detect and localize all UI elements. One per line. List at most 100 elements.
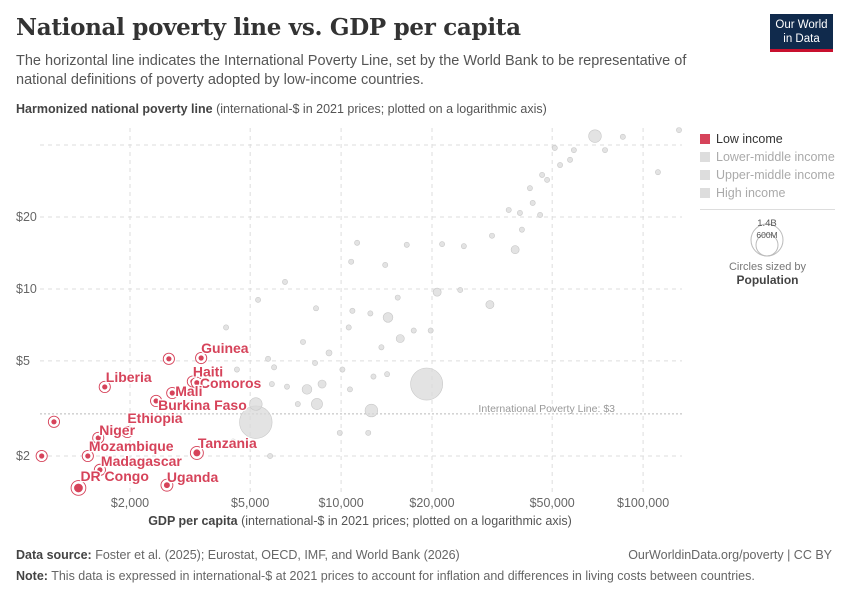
data-point-other xyxy=(551,145,558,151)
x-tick-label: $100,000 xyxy=(617,496,669,510)
data-point-low-income xyxy=(39,453,45,459)
data-point-other xyxy=(336,429,343,436)
data-point-other xyxy=(312,360,318,366)
data-point-other xyxy=(395,334,405,343)
poverty-line-label: International Poverty Line: $3 xyxy=(478,403,615,415)
data-point-other xyxy=(410,327,417,334)
y-tick-label: $2 xyxy=(16,449,30,463)
data-point-other xyxy=(354,239,361,246)
data-point-other xyxy=(370,373,377,380)
source-link[interactable]: OurWorldinData.org/poverty | CC BY xyxy=(628,548,832,562)
data-point-other xyxy=(485,300,495,309)
legend-swatch xyxy=(700,152,710,162)
data-point-other xyxy=(301,384,313,395)
owid-logo[interactable]: Our World in Data xyxy=(770,14,833,52)
legend-swatch xyxy=(700,134,710,144)
data-source: Data source: Foster et al. (2025); Euros… xyxy=(16,548,460,562)
data-point-other xyxy=(271,364,277,371)
data-point-low-income xyxy=(169,390,175,396)
data-point-other xyxy=(378,344,385,351)
legend-item-high-income[interactable]: High income xyxy=(700,184,835,202)
data-point-low-income xyxy=(198,355,204,361)
data-point-other xyxy=(339,366,346,373)
data-point-other xyxy=(602,147,608,154)
data-point-other xyxy=(365,429,372,436)
data-point-other xyxy=(457,287,464,293)
size-legend: 1.4B 600M Circles sized by Population xyxy=(700,209,835,287)
chart-title: National poverty line vs. GDP per capita xyxy=(16,14,521,41)
x-tick-label: $20,000 xyxy=(409,496,454,510)
data-point-other xyxy=(382,262,389,268)
data-point-other xyxy=(505,207,512,213)
data-label: Tanzania xyxy=(198,435,257,451)
data-point-other xyxy=(519,226,525,233)
data-point-low-income xyxy=(193,449,201,457)
legend-item-lower-middle-income[interactable]: Lower-middle income xyxy=(700,148,835,166)
data-point-low-income xyxy=(153,398,159,404)
data-label: Haiti xyxy=(193,363,223,379)
data-point-other xyxy=(364,403,379,418)
size-legend-large: 1.4B xyxy=(757,218,777,229)
data-label: Guinea xyxy=(201,340,249,356)
size-legend-small: 600M xyxy=(756,230,777,240)
note: Note: This data is expressed in internat… xyxy=(16,569,755,583)
data-point-other xyxy=(268,381,275,387)
data-point-other xyxy=(432,287,442,297)
data-point-other xyxy=(410,367,444,401)
data-point-other xyxy=(384,371,390,378)
data-point-other xyxy=(348,258,355,265)
data-point-other xyxy=(439,241,445,248)
data-point-low-income xyxy=(95,435,101,441)
data-point-other xyxy=(517,210,523,216)
y-tick-label: $10 xyxy=(16,282,37,296)
data-point-other xyxy=(427,327,434,334)
data-point-other xyxy=(349,307,356,314)
data-point-other xyxy=(570,147,577,154)
data-point-other xyxy=(347,386,353,393)
data-point-other xyxy=(325,349,333,357)
legend-item-low-income[interactable]: Low income xyxy=(700,130,835,148)
legend-item-upper-middle-income[interactable]: Upper-middle income xyxy=(700,166,835,184)
x-axis-title: GDP per capita (international-$ in 2021 … xyxy=(148,514,572,528)
data-point-low-income xyxy=(97,467,103,473)
data-point-low-income xyxy=(163,482,170,489)
data-point-other xyxy=(529,200,536,206)
data-point-other xyxy=(234,366,240,373)
data-point-other xyxy=(676,127,682,133)
data-label: Niger xyxy=(99,422,135,438)
data-point-other xyxy=(394,294,401,301)
data-point-low-income xyxy=(124,429,130,435)
y-tick-label: $5 xyxy=(16,354,30,368)
data-point-other xyxy=(539,172,545,178)
data-label: Liberia xyxy=(106,369,152,385)
chart-subtitle: The horizontal line indicates the Intern… xyxy=(16,53,687,88)
data-point-other xyxy=(619,133,626,140)
x-tick-label: $2,000 xyxy=(111,496,149,510)
legend-swatch xyxy=(700,170,710,180)
data-point-other xyxy=(255,296,261,303)
data-point-other xyxy=(460,243,467,250)
data-point-other xyxy=(282,279,288,285)
data-label: Burkina Faso xyxy=(158,397,247,413)
data-point-other xyxy=(403,241,410,248)
data-point-other xyxy=(284,383,290,390)
legend-swatch xyxy=(700,188,710,198)
data-point-other xyxy=(544,176,550,183)
data-point-other xyxy=(267,453,273,459)
data-label: Comoros xyxy=(200,375,262,391)
data-point-other xyxy=(527,185,533,192)
legend: Low income Lower-middle income Upper-mid… xyxy=(700,130,835,202)
data-label: Madagascar xyxy=(101,453,182,469)
data-point-other xyxy=(567,156,573,163)
y-axis-title: Harmonized national poverty line (intern… xyxy=(16,102,547,116)
data-label: Mozambique xyxy=(89,438,174,454)
data-label: DR Congo xyxy=(80,468,148,484)
y-tick-label: $20 xyxy=(16,210,37,224)
data-point-other xyxy=(588,129,602,143)
data-point-other xyxy=(265,355,271,362)
data-point-other xyxy=(510,245,520,255)
data-point-other xyxy=(317,379,327,389)
data-point-low-income xyxy=(85,453,91,459)
data-point-other xyxy=(382,312,394,323)
